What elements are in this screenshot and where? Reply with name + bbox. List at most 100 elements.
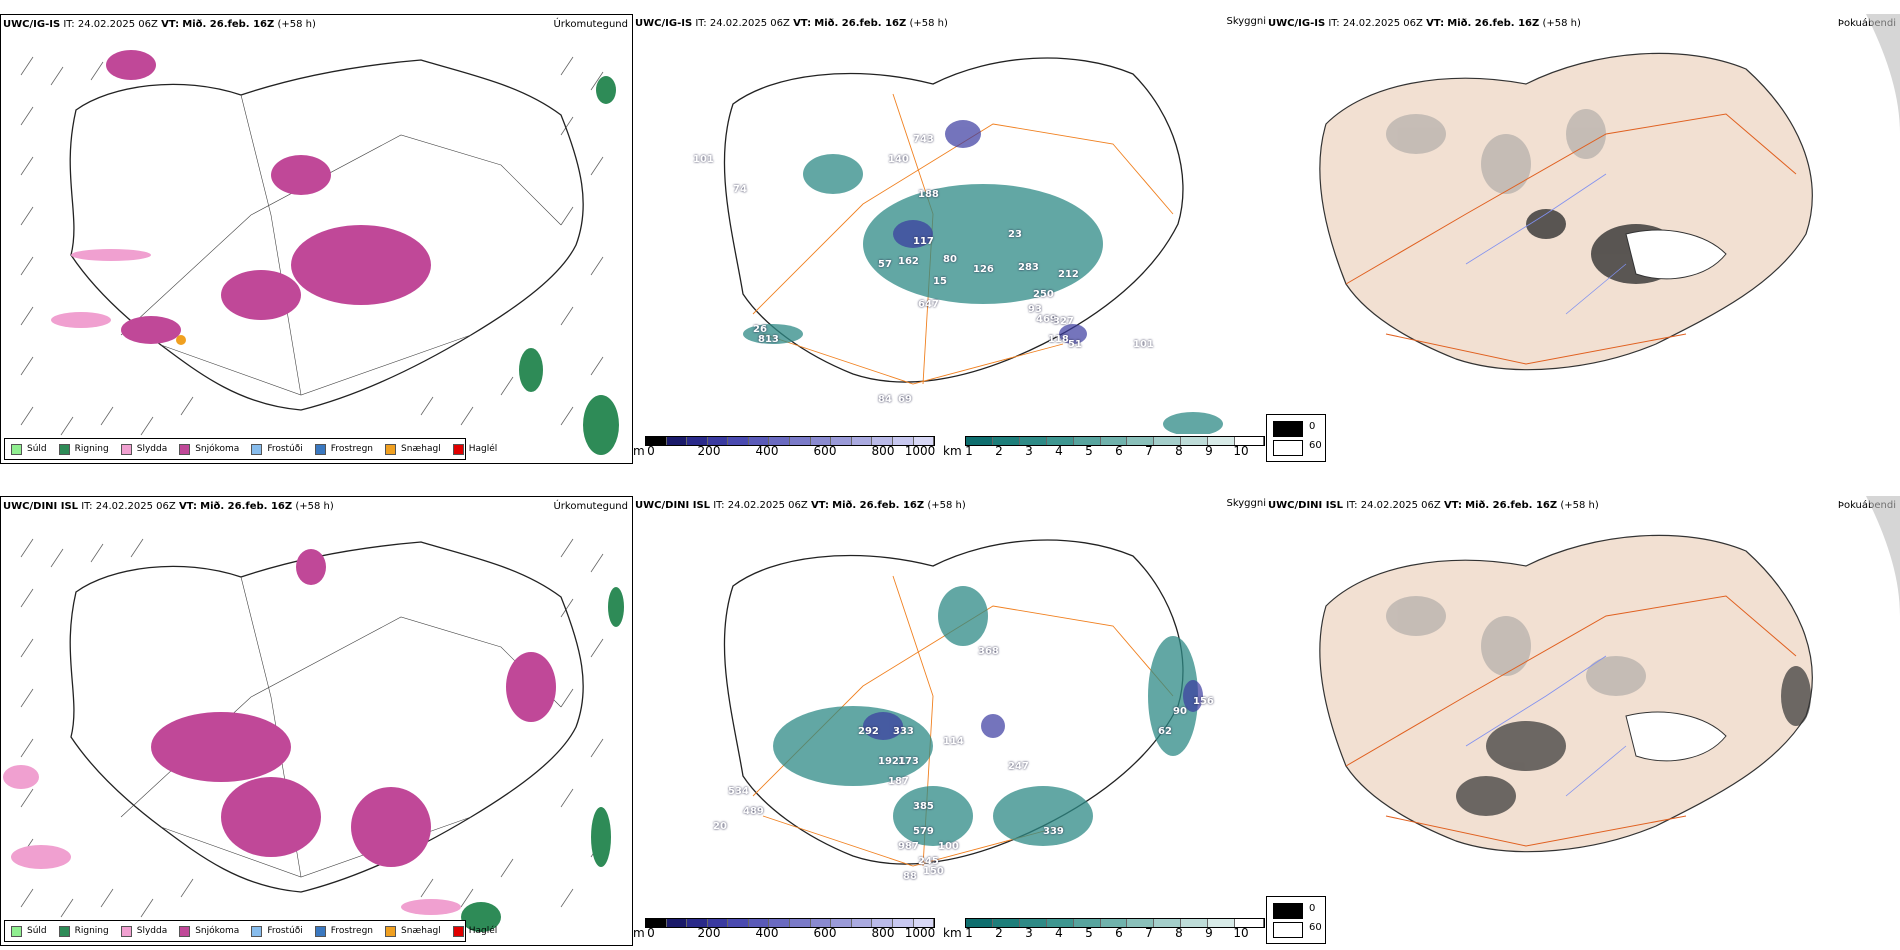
iceland-outline <box>69 541 584 893</box>
roads <box>120 94 562 396</box>
fog-areas <box>773 586 1198 846</box>
legend-item-slydda: Slydda <box>120 443 167 455</box>
height-tick: 200 <box>697 444 721 458</box>
vis-tick: 9 <box>1205 444 1213 458</box>
precip-type-panel-bottom: UWC/DINI ISL IT: 24.02.2025 06Z VT: Mið.… <box>0 496 633 946</box>
vis-tick: 6 <box>1115 926 1123 940</box>
height-tick: 1000 <box>904 926 936 940</box>
rain-patches <box>519 76 619 455</box>
iceland-fog-land <box>1319 52 1813 371</box>
legend-item-sudd: Súld <box>11 443 47 455</box>
legend-item-frostregn: Frostregn <box>314 443 373 455</box>
legend-item-slydda: Slydda <box>120 925 167 937</box>
height-unit: m <box>633 444 645 458</box>
vis-tick: 5 <box>1085 444 1093 458</box>
legend-item-snaehagl: Snæhagl <box>385 925 441 937</box>
visibility-unit: km <box>943 444 962 458</box>
visibility-strip <box>965 918 1265 928</box>
height-strip <box>645 918 935 928</box>
height-tick: 0 <box>647 926 655 940</box>
legend-item-hagl: Haglél <box>452 925 497 937</box>
iceland-fog-land <box>1319 534 1813 853</box>
fog-map <box>1319 14 1900 371</box>
vis-tick: 7 <box>1145 926 1153 940</box>
vis-tick: 3 <box>1025 926 1033 940</box>
panel-type-label: Úrkomutegund <box>553 501 628 512</box>
cloud-white-swatch <box>1273 922 1303 938</box>
roads <box>1345 595 1797 847</box>
vis-tick: 6 <box>1115 444 1123 458</box>
visibility-colorbar: km 1 2 3 4 5 6 7 8 9 10 <box>943 436 1265 458</box>
legend-item-frostregn: Frostregn <box>314 925 373 937</box>
fog-map <box>1319 496 1900 853</box>
height-tick: 800 <box>871 926 895 940</box>
cloud-black-swatch <box>1273 421 1303 437</box>
visibility-colorbar: km 1 2 3 4 5 6 7 8 9 10 <box>943 918 1265 940</box>
panel-title: UWC/IG-IS IT: 24.02.2025 06Z VT: Mið. 26… <box>3 19 316 30</box>
vis-tick: 10 <box>1233 926 1249 940</box>
panel-type-label: Þokuábendi <box>1837 18 1896 29</box>
roads <box>1345 113 1797 365</box>
snow-patches <box>151 549 556 867</box>
cloud-white-label: 60 <box>1309 922 1322 933</box>
fog-areas <box>743 154 1223 434</box>
vis-tick: 7 <box>1145 444 1153 458</box>
vis-tick: 3 <box>1025 444 1033 458</box>
cloud-edge-right <box>1866 496 1900 616</box>
panel-title: UWC/IG-IS IT: 24.02.2025 06Z VT: Mið. 26… <box>635 18 948 29</box>
panel-title: UWC/DINI ISL IT: 24.02.2025 06Z VT: Mið.… <box>1268 500 1599 511</box>
height-tick: 600 <box>813 444 837 458</box>
rivers <box>1465 655 1627 797</box>
visibility-map <box>723 57 1223 434</box>
panel-title: UWC/DINI ISL IT: 24.02.2025 06Z VT: Mið.… <box>3 501 334 512</box>
precip-type-panel-top: UWC/IG-IS IT: 24.02.2025 06Z VT: Mið. 26… <box>0 14 633 464</box>
wind-barbs <box>20 538 604 918</box>
rivers <box>1465 173 1627 315</box>
cloud-edge-right <box>1866 14 1900 134</box>
height-tick: 400 <box>755 444 779 458</box>
vis-tick: 8 <box>1175 926 1183 940</box>
iceland-outline <box>69 59 584 411</box>
vis-tick: 8 <box>1175 444 1183 458</box>
height-tick: 0 <box>647 444 655 458</box>
precip-legend: Súld Rigning Slydda Snjókoma Frostúði Fr… <box>4 920 497 942</box>
cloud-black-label: 0 <box>1309 421 1316 432</box>
precip-map <box>20 50 619 455</box>
height-tick: 400 <box>755 926 779 940</box>
snow-patches <box>106 50 431 344</box>
panel-type-label: Úrkomutegund <box>553 19 628 30</box>
cloud-black-swatch <box>1273 903 1303 919</box>
height-colorbar: m 0 200 400 600 800 1000 <box>633 918 943 940</box>
legend-item-frostudi: Frostúði <box>251 925 303 937</box>
cloud-base-legend-bottom: 0 60 <box>1266 896 1326 944</box>
low-cloud-areas <box>893 120 1087 344</box>
panel-type-label: Þokuábendi <box>1837 500 1896 511</box>
height-tick: 600 <box>813 926 837 940</box>
cloud-base-legend-top: 0 60 <box>1266 414 1326 462</box>
cloud-black-label: 0 <box>1309 903 1316 914</box>
glacier <box>1625 711 1727 762</box>
legend-item-hagl: Haglél <box>452 443 497 455</box>
precip-legend: Súld Rigning Slydda Snjókoma Frostúði Fr… <box>4 438 497 460</box>
iceland-outline <box>723 57 1184 383</box>
panel-type-label: Skyggni <box>1226 16 1266 27</box>
vis-tick: 4 <box>1055 926 1063 940</box>
legend-item-rigning: Rigning <box>58 925 109 937</box>
fog-panel-top: UWC/IG-IS IT: 24.02.2025 06Z VT: Mið. 26… <box>1266 14 1900 414</box>
graupel-spot <box>176 335 186 345</box>
vis-tick: 5 <box>1085 926 1093 940</box>
height-tick: 800 <box>871 444 895 458</box>
height-tick: 200 <box>697 926 721 940</box>
vis-tick: 4 <box>1055 444 1063 458</box>
panel-type-label: Skyggni <box>1226 498 1266 509</box>
height-tick: 1000 <box>904 444 936 458</box>
legend-item-sudd: Súld <box>11 925 47 937</box>
fog-panel-bottom: UWC/DINI ISL IT: 24.02.2025 06Z VT: Mið.… <box>1266 496 1900 896</box>
legend-item-snjokoma: Snjókoma <box>179 443 239 455</box>
fog-light-areas <box>1386 596 1646 696</box>
vis-tick: 9 <box>1205 926 1213 940</box>
vis-tick: 10 <box>1233 444 1249 458</box>
height-unit: m <box>633 926 645 940</box>
rain-patches <box>461 587 624 932</box>
height-strip <box>645 436 935 446</box>
